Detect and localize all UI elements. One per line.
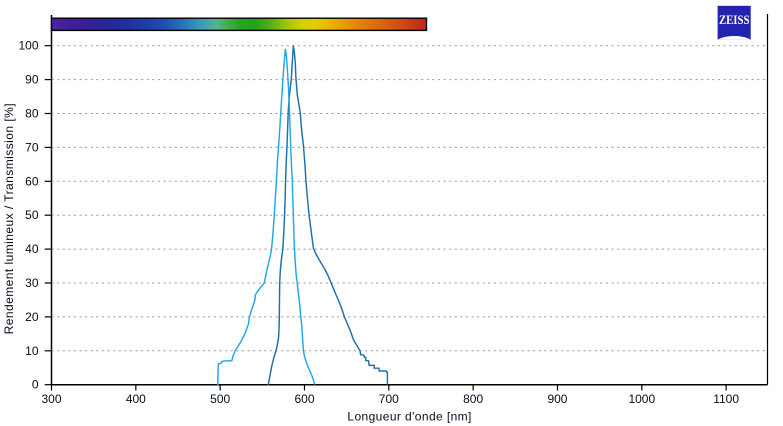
svg-text:600: 600 (294, 392, 314, 406)
svg-text:50: 50 (25, 208, 39, 222)
svg-text:Rendement lumineux / Transmiss: Rendement lumineux / Transmission [%] (2, 103, 16, 334)
svg-text:700: 700 (379, 392, 399, 406)
svg-text:90: 90 (25, 73, 39, 87)
svg-text:80: 80 (25, 107, 39, 121)
svg-text:1000: 1000 (628, 392, 655, 406)
svg-text:500: 500 (210, 392, 230, 406)
svg-text:ZEISS: ZEISS (719, 12, 750, 27)
svg-text:900: 900 (547, 392, 567, 406)
svg-text:20: 20 (25, 310, 39, 324)
svg-text:Longueur d'onde [nm]: Longueur d'onde [nm] (347, 410, 471, 424)
svg-text:300: 300 (41, 392, 61, 406)
svg-text:0: 0 (32, 378, 39, 392)
svg-text:800: 800 (463, 392, 483, 406)
svg-text:40: 40 (25, 242, 39, 256)
svg-text:70: 70 (25, 140, 39, 154)
svg-text:400: 400 (126, 392, 146, 406)
svg-text:30: 30 (25, 276, 39, 290)
svg-text:60: 60 (25, 174, 39, 188)
svg-text:100: 100 (18, 39, 38, 53)
svg-text:10: 10 (25, 344, 39, 358)
svg-text:1100: 1100 (713, 392, 739, 406)
